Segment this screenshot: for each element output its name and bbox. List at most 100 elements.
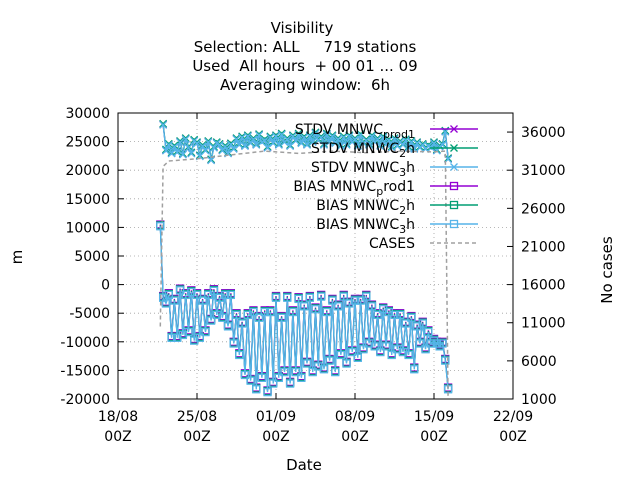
data-point bbox=[206, 316, 216, 325]
y-tick-label: 10000 bbox=[65, 220, 110, 236]
data-point bbox=[285, 379, 295, 388]
data-point bbox=[218, 146, 227, 155]
data-point bbox=[229, 339, 238, 348]
data-point bbox=[418, 319, 427, 328]
data-point bbox=[181, 134, 190, 143]
data-point bbox=[207, 156, 216, 165]
data-point bbox=[232, 135, 241, 144]
data-point bbox=[430, 138, 438, 147]
data-point bbox=[387, 350, 396, 360]
data-point bbox=[159, 119, 168, 128]
data-point bbox=[303, 141, 311, 149]
data-point bbox=[373, 135, 382, 144]
legend-label: STDV MNWC3h bbox=[311, 160, 415, 179]
legend-label-tail: h bbox=[406, 198, 415, 214]
data-point bbox=[218, 313, 227, 322]
legend-label-main: BIAS MNWC bbox=[293, 179, 376, 195]
data-point bbox=[317, 132, 326, 141]
data-point bbox=[407, 313, 416, 322]
legend-label-sub: prod1 bbox=[383, 128, 415, 141]
series-2 bbox=[159, 120, 453, 165]
data-point bbox=[181, 135, 190, 144]
data-point bbox=[184, 327, 193, 337]
data-point bbox=[376, 142, 385, 151]
data-point bbox=[288, 132, 297, 141]
data-point bbox=[317, 133, 326, 142]
data-point bbox=[297, 139, 306, 148]
y2-tick-label: 31000 bbox=[521, 163, 566, 179]
legend-label-tail: h bbox=[406, 141, 415, 157]
data-point bbox=[320, 141, 328, 149]
data-point bbox=[322, 307, 331, 317]
data-point bbox=[351, 134, 359, 143]
data-point bbox=[269, 139, 278, 148]
legend-entry: CASES bbox=[369, 236, 478, 252]
y2-tick-label: 1000 bbox=[521, 392, 557, 408]
y-tick-label: 30000 bbox=[65, 106, 110, 122]
data-point bbox=[269, 379, 278, 388]
x-tick-label-hour: 00Z bbox=[104, 429, 131, 445]
series-5 bbox=[156, 222, 453, 397]
data-point bbox=[221, 290, 230, 300]
data-point bbox=[243, 132, 252, 141]
data-point bbox=[333, 302, 343, 311]
data-point bbox=[280, 367, 289, 377]
data-point bbox=[365, 141, 374, 149]
legend-label-tail: h bbox=[406, 217, 415, 233]
x-tick-label: 18/08 bbox=[98, 409, 138, 425]
data-point bbox=[316, 292, 326, 301]
data-point bbox=[257, 373, 267, 382]
data-point bbox=[223, 322, 233, 331]
data-point bbox=[209, 143, 218, 152]
legend-label-sub: p bbox=[376, 185, 383, 198]
y-axis-label: m bbox=[8, 250, 26, 265]
data-point bbox=[274, 141, 283, 149]
data-point bbox=[237, 319, 247, 328]
legend-label-sub: 2 bbox=[399, 204, 406, 217]
data-point bbox=[272, 132, 280, 141]
y2-axis-label: No cases bbox=[598, 236, 616, 304]
legend-label: BIAS MNWCprod1 bbox=[293, 179, 415, 198]
legend-label-main: BIAS MNWC bbox=[316, 198, 399, 214]
legend-marker bbox=[450, 163, 458, 171]
data-point bbox=[291, 137, 300, 145]
data-point bbox=[266, 307, 275, 317]
data-point bbox=[175, 286, 185, 295]
data-point bbox=[232, 310, 241, 320]
data-point bbox=[328, 296, 337, 305]
legend-entry: BIAS MNWCprod1 bbox=[293, 179, 478, 198]
legend-entry: STDV MNWC3h bbox=[311, 160, 478, 179]
data-point bbox=[297, 373, 306, 382]
x-tick-label: 08/09 bbox=[335, 409, 375, 425]
data-point bbox=[274, 373, 283, 382]
data-point bbox=[178, 150, 187, 159]
data-point bbox=[240, 370, 250, 380]
data-point bbox=[362, 135, 371, 144]
data-point bbox=[184, 143, 193, 152]
chart-title: Visibility Selection: ALL 719 stations U… bbox=[192, 19, 417, 94]
data-point bbox=[215, 139, 224, 148]
data-point bbox=[294, 294, 303, 304]
y-tick-label: 0 bbox=[101, 278, 110, 294]
data-point bbox=[311, 305, 320, 314]
data-point bbox=[221, 142, 230, 151]
data-point bbox=[331, 139, 340, 148]
title-line-2: Selection: ALL 719 stations bbox=[194, 38, 417, 56]
y-tick-label: -10000 bbox=[60, 335, 110, 351]
data-point bbox=[300, 302, 309, 311]
legend-label-tail: h bbox=[406, 160, 415, 176]
y2-tick-label: 21000 bbox=[521, 239, 566, 255]
data-point bbox=[263, 143, 272, 152]
data-point bbox=[260, 136, 269, 145]
legend-marker bbox=[449, 200, 459, 210]
series-line bbox=[159, 224, 449, 391]
data-point bbox=[399, 141, 407, 149]
data-point bbox=[308, 138, 317, 147]
data-point bbox=[201, 327, 210, 337]
x-tick-label: 01/09 bbox=[256, 409, 296, 425]
data-point bbox=[353, 353, 362, 362]
y-tick-label: 25000 bbox=[65, 135, 110, 151]
x-tick-label: 22/09 bbox=[493, 409, 533, 425]
data-point bbox=[345, 132, 354, 141]
